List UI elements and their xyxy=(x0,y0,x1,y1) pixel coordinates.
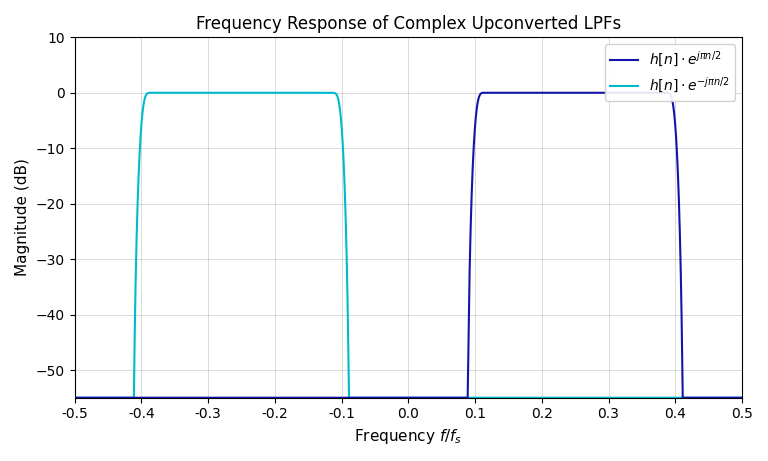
$h[n]\cdot e^{-j\pi n/2}$ xyxy=(343,260,352,266)
$h[n]\cdot e^{j\pi n/2}$ xyxy=(342,395,351,401)
Y-axis label: Magnitude (dB): Magnitude (dB) xyxy=(15,159,30,277)
$h[n]\cdot e^{-j\pi n/2}$ xyxy=(737,395,746,401)
$h[n]\cdot e^{-j\pi n/2}$ xyxy=(146,90,155,95)
$h[n]\cdot e^{-j\pi n/2}$ xyxy=(425,395,434,401)
$h[n]\cdot e^{j\pi n/2}$ xyxy=(737,395,746,401)
Legend: $h[n]\cdot e^{j\pi n/2}$, $h[n]\cdot e^{-j\pi n/2}$: $h[n]\cdot e^{j\pi n/2}$, $h[n]\cdot e^{… xyxy=(604,44,735,100)
Line: $h[n]\cdot e^{-j\pi n/2}$: $h[n]\cdot e^{-j\pi n/2}$ xyxy=(74,93,742,398)
$h[n]\cdot e^{j\pi n/2}$ xyxy=(425,395,434,401)
$h[n]\cdot e^{-j\pi n/2}$ xyxy=(70,395,79,401)
$h[n]\cdot e^{-j\pi n/2}$ xyxy=(552,395,561,401)
$h[n]\cdot e^{-j\pi n/2}$ xyxy=(641,395,650,401)
$h[n]\cdot e^{j\pi n/2}$ xyxy=(552,90,561,95)
$h[n]\cdot e^{j\pi n/2}$ xyxy=(70,395,79,401)
$h[n]\cdot e^{-j\pi n/2}$ xyxy=(348,395,357,401)
$h[n]\cdot e^{j\pi n/2}$ xyxy=(641,90,650,95)
$h[n]\cdot e^{j\pi n/2}$ xyxy=(662,90,671,95)
X-axis label: Frequency $f/f_s$: Frequency $f/f_s$ xyxy=(354,427,462,446)
Title: Frequency Response of Complex Upconverted LPFs: Frequency Response of Complex Upconverte… xyxy=(196,15,621,33)
Line: $h[n]\cdot e^{j\pi n/2}$: $h[n]\cdot e^{j\pi n/2}$ xyxy=(74,93,742,398)
$h[n]\cdot e^{j\pi n/2}$ xyxy=(348,395,357,401)
$h[n]\cdot e^{-j\pi n/2}$ xyxy=(270,90,280,95)
$h[n]\cdot e^{j\pi n/2}$ xyxy=(270,395,280,401)
